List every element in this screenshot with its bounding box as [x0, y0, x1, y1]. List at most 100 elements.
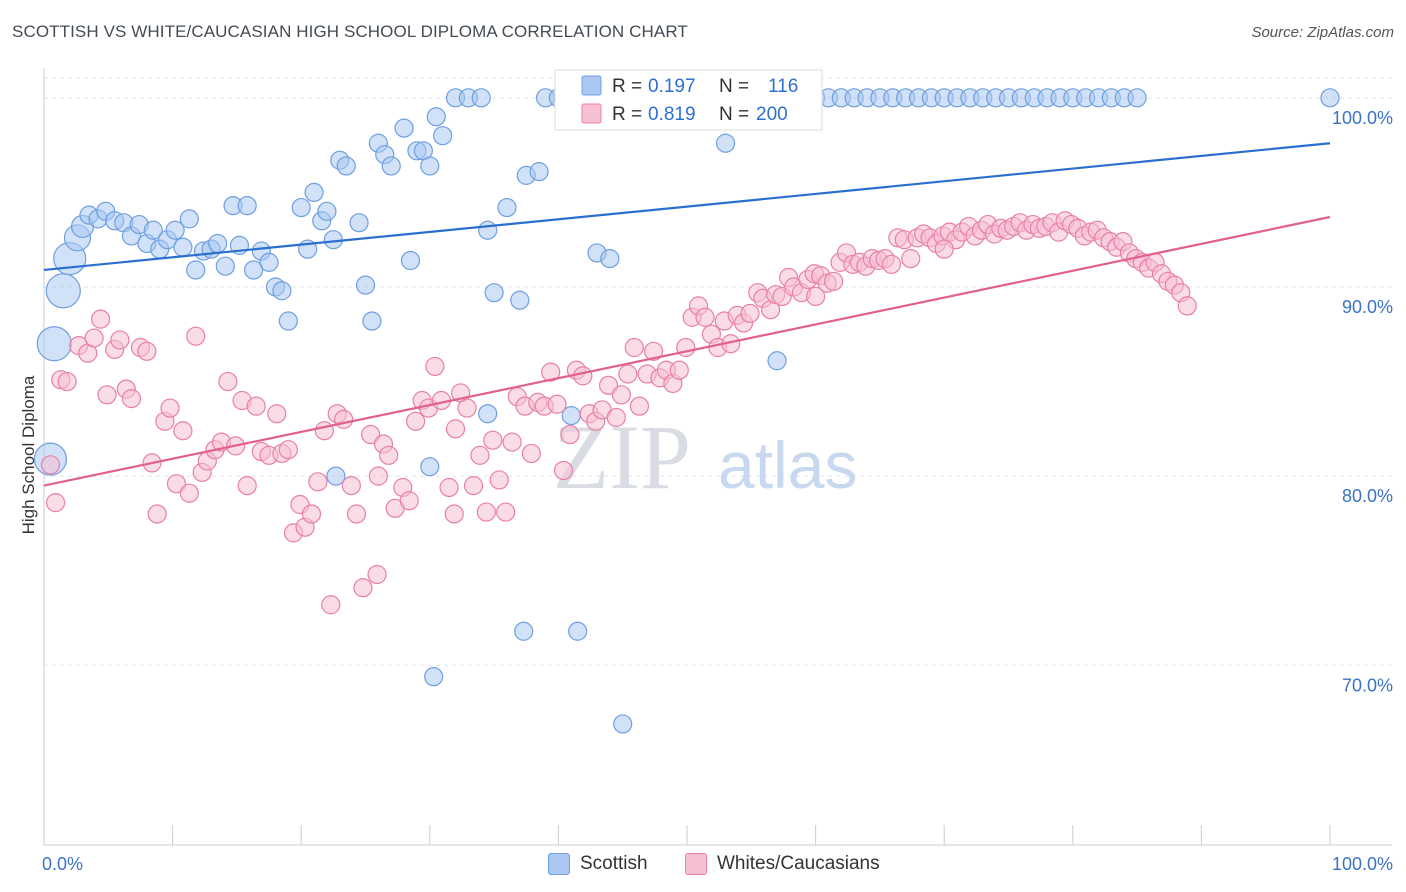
scottish-point-38 [317, 201, 337, 221]
legend-r-value-1: 0.197 [648, 76, 696, 97]
whites-point-65 [463, 476, 484, 496]
whites-point-47 [346, 504, 367, 524]
scottish-point-52 [420, 156, 440, 176]
chart-title: SCOTTISH VS WHITE/CAUCASIAN HIGH SCHOOL … [12, 22, 688, 41]
whites-point-93 [643, 341, 664, 361]
whites-point-1 [45, 493, 66, 513]
scottish-point-24 [215, 256, 235, 276]
whites-point-40 [301, 504, 322, 524]
whites-point-27 [218, 371, 238, 392]
scottish-point-48 [394, 118, 414, 138]
whites-point-179 [805, 286, 826, 307]
whites-point-19 [166, 474, 187, 494]
scottish-point-30 [259, 252, 279, 272]
legend-label-whites: Whites/Caucasians [717, 853, 880, 874]
whites-point-89 [618, 364, 638, 384]
whites-point-50 [367, 564, 387, 585]
whites-point-133 [901, 249, 921, 269]
scottish-point-57 [471, 88, 491, 108]
grid-lines [44, 77, 1392, 666]
scottish-trend-line [43, 142, 1331, 272]
scottish-point-47 [381, 156, 401, 176]
scottish-point-42 [349, 213, 369, 233]
scottish-point-28 [244, 260, 264, 280]
whites-point-16 [147, 504, 167, 524]
scottish-point-115 [514, 621, 534, 641]
whites-point-178 [445, 419, 466, 439]
whites-point-3 [57, 371, 77, 392]
whites-point-42 [314, 421, 334, 441]
legend-r-label-1: R = [612, 76, 642, 97]
whites-point-12 [121, 388, 142, 409]
scottish-point-111 [326, 466, 346, 486]
scottish-point-53 [426, 107, 446, 127]
whites-point-52 [379, 445, 399, 465]
watermark-atlas: atlas [718, 428, 857, 502]
whites-point-36 [278, 440, 298, 460]
whites-point-7 [90, 309, 111, 329]
legend-item-scottish[interactable]: Scottish [548, 850, 648, 878]
whites-point-101 [695, 307, 715, 327]
legend-swatch-whites [581, 103, 602, 124]
y-axis-title: High School Diploma [19, 375, 38, 534]
whites-point-30 [237, 476, 257, 496]
scottish-point-36 [304, 182, 324, 203]
whites-point-61 [439, 477, 459, 498]
whites-point-46 [341, 476, 361, 496]
whites-point-79 [553, 460, 574, 481]
y-tick-label-0: 100.0% [1332, 108, 1393, 128]
whites-point-34 [267, 404, 287, 424]
y-tick-label-2: 80.0% [1342, 486, 1393, 506]
scottish-point-23 [208, 233, 228, 254]
whites-point-130 [881, 254, 902, 274]
scottish-point-43 [355, 275, 376, 295]
whites-point-87 [606, 407, 626, 428]
whites-point-43 [321, 595, 341, 615]
whites-point-55 [399, 491, 419, 511]
scottish-point-2 [45, 273, 81, 309]
whites-point-14 [137, 341, 157, 361]
legend-n-value-2: 200 [756, 104, 788, 125]
whites-point-21 [179, 483, 199, 503]
legend-r-value-2: 0.819 [648, 104, 696, 125]
whites-point-177 [368, 466, 388, 486]
whites-point-49 [361, 424, 381, 445]
scottish-point-14 [143, 220, 163, 240]
scottish-point-17 [165, 220, 185, 240]
scottish-point-44 [362, 311, 382, 331]
scottish-point-41 [336, 156, 356, 176]
whites-point-67 [476, 502, 496, 522]
legend-item-whites[interactable]: Whites/Caucasians [685, 850, 880, 878]
scottish-point-1 [36, 326, 72, 362]
whites-point-88 [611, 385, 632, 405]
scottish-point-109 [1320, 88, 1340, 108]
whites-point-71 [502, 432, 522, 452]
whites-point-20 [173, 421, 193, 441]
chart-source: Source: ZipAtlas.com [1251, 24, 1394, 41]
scottish-point-20 [186, 260, 206, 280]
scottish-point-116 [424, 667, 444, 687]
scottish-point-114 [568, 621, 588, 641]
whites-point-70 [496, 502, 516, 522]
whites-point-31 [246, 396, 266, 416]
whites-point-74 [521, 443, 541, 464]
whites-point-69 [489, 470, 509, 490]
whites-point-6 [84, 328, 104, 348]
whites-trend-line [43, 215, 1331, 487]
whites-point-56 [406, 411, 426, 431]
scottish-point-33 [278, 311, 298, 331]
y-tick-label-1: 90.0% [1342, 297, 1393, 317]
scottish-point-60 [497, 197, 517, 218]
legend-r-label-2: R = [612, 104, 642, 125]
whites-point-91 [629, 396, 650, 416]
trend-lines [43, 142, 1331, 487]
scottish-point-58 [478, 220, 498, 240]
legend-swatch-scottish-bottom [548, 853, 570, 875]
scottish-point-39 [323, 230, 343, 250]
whites-point-10 [110, 330, 130, 350]
whites-point-66 [470, 445, 490, 465]
whites-point-82 [573, 366, 593, 386]
scottish-point-110 [420, 457, 440, 477]
scottish-point-117 [613, 714, 633, 734]
